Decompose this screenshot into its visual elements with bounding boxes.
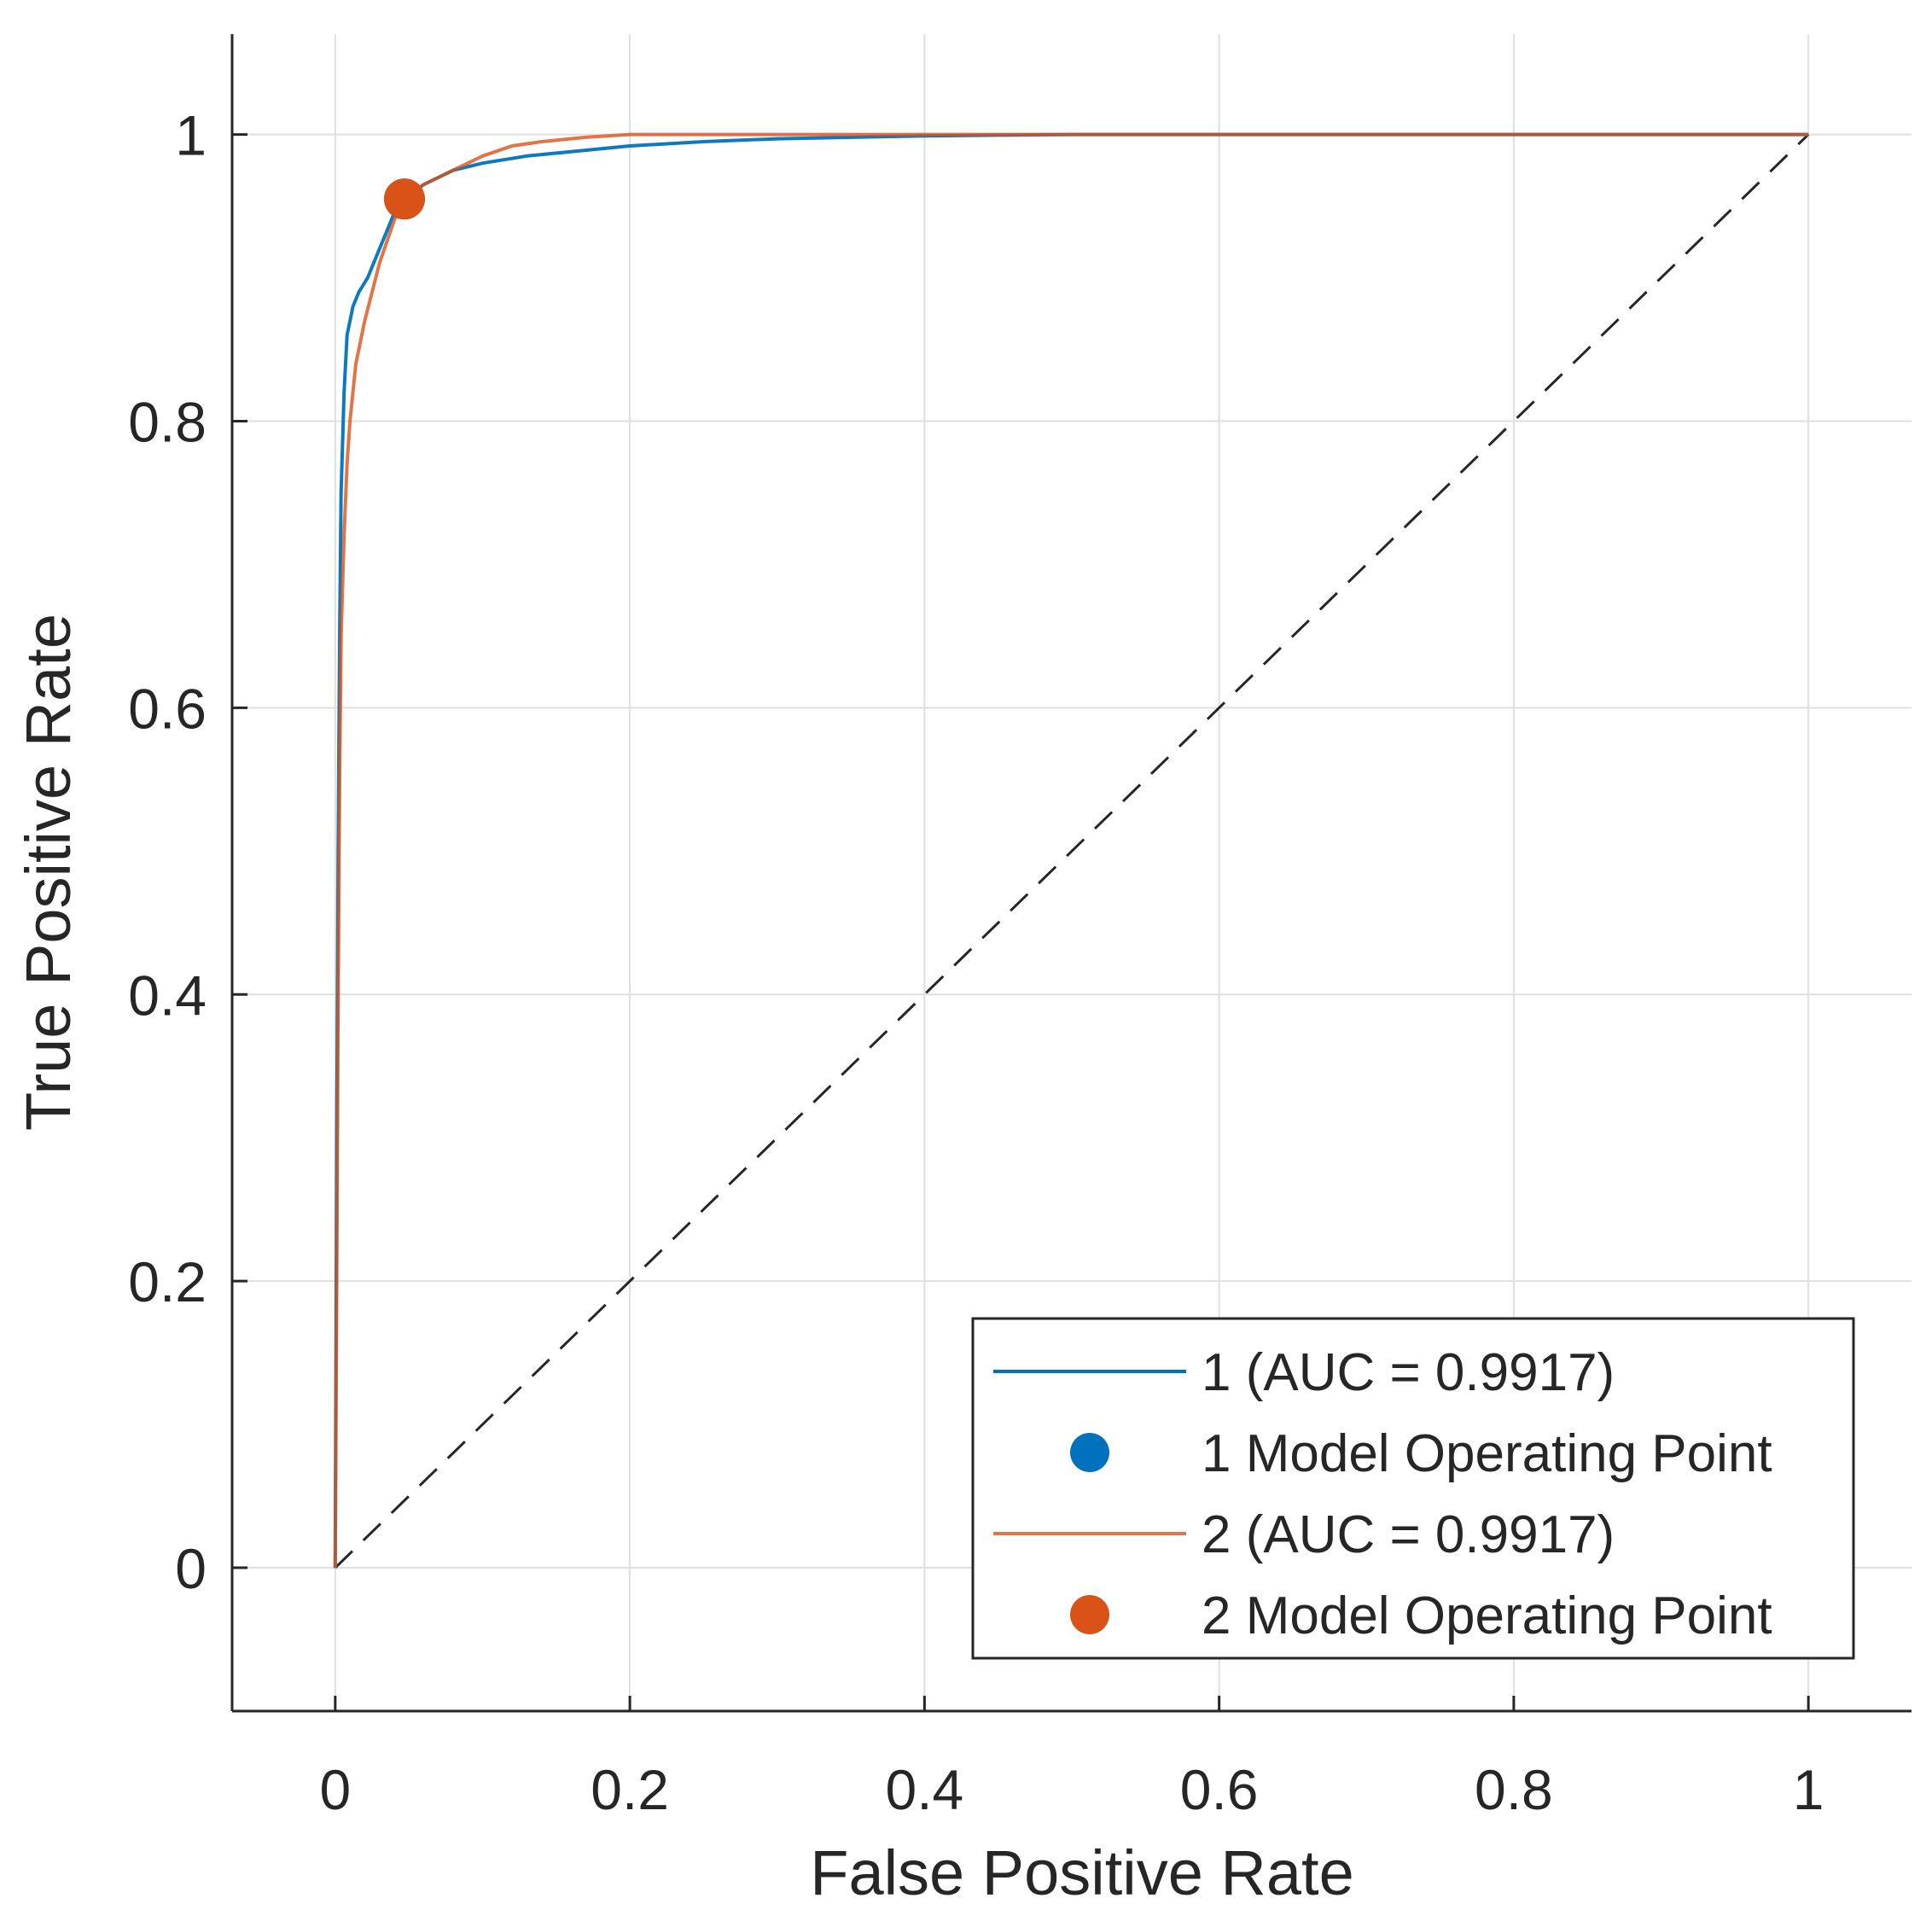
grid-lines	[232, 34, 1912, 1711]
legend-label: 1 Model Operating Point	[1202, 1424, 1772, 1483]
operating-points	[383, 178, 425, 220]
legend-box	[971, 1317, 1855, 1660]
roc-curve-2	[333, 132, 1809, 1569]
legend-label: 2 (AUC = 0.9917)	[1202, 1505, 1615, 1564]
y-tick-label: 0.6	[128, 677, 207, 740]
x-tick-label: 0.4	[885, 1758, 963, 1821]
y-axis-label: True Positive Rate	[13, 614, 84, 1131]
legend-label: 2 Model Operating Point	[1202, 1586, 1772, 1645]
operating-point-2	[383, 178, 425, 220]
y-tick-label: 0.2	[128, 1250, 207, 1313]
axes	[230, 34, 1912, 1713]
y-tick-label: 0	[175, 1537, 207, 1600]
x-tick-label: 0.2	[591, 1758, 669, 1821]
x-axis-label: False Positive Rate	[810, 1837, 1354, 1908]
x-tick-label: 1	[1793, 1758, 1824, 1821]
chance-diagonal	[334, 133, 1810, 1569]
x-tick-label: 0.6	[1180, 1758, 1259, 1821]
legend-label: 1 (AUC = 0.9917)	[1202, 1343, 1615, 1402]
y-tick-label: 0.8	[128, 390, 207, 453]
tick-labels: 0 0.2 0.4 0.6 0.8 1 0 0.2 0.4 0.6 0.8 1	[128, 104, 1824, 1821]
legend: 1 (AUC = 0.9917) 1 Model Operating Point 2…	[971, 1317, 1855, 1660]
legend-marker-swatch	[1070, 1433, 1109, 1472]
x-tick-label: 0.8	[1475, 1758, 1553, 1821]
legend-marker-swatch	[1070, 1595, 1109, 1634]
y-tick-label: 1	[175, 104, 207, 167]
y-tick-label: 0.4	[128, 964, 207, 1027]
diagonal-line	[334, 133, 1810, 1569]
x-tick-label: 0	[319, 1758, 351, 1821]
